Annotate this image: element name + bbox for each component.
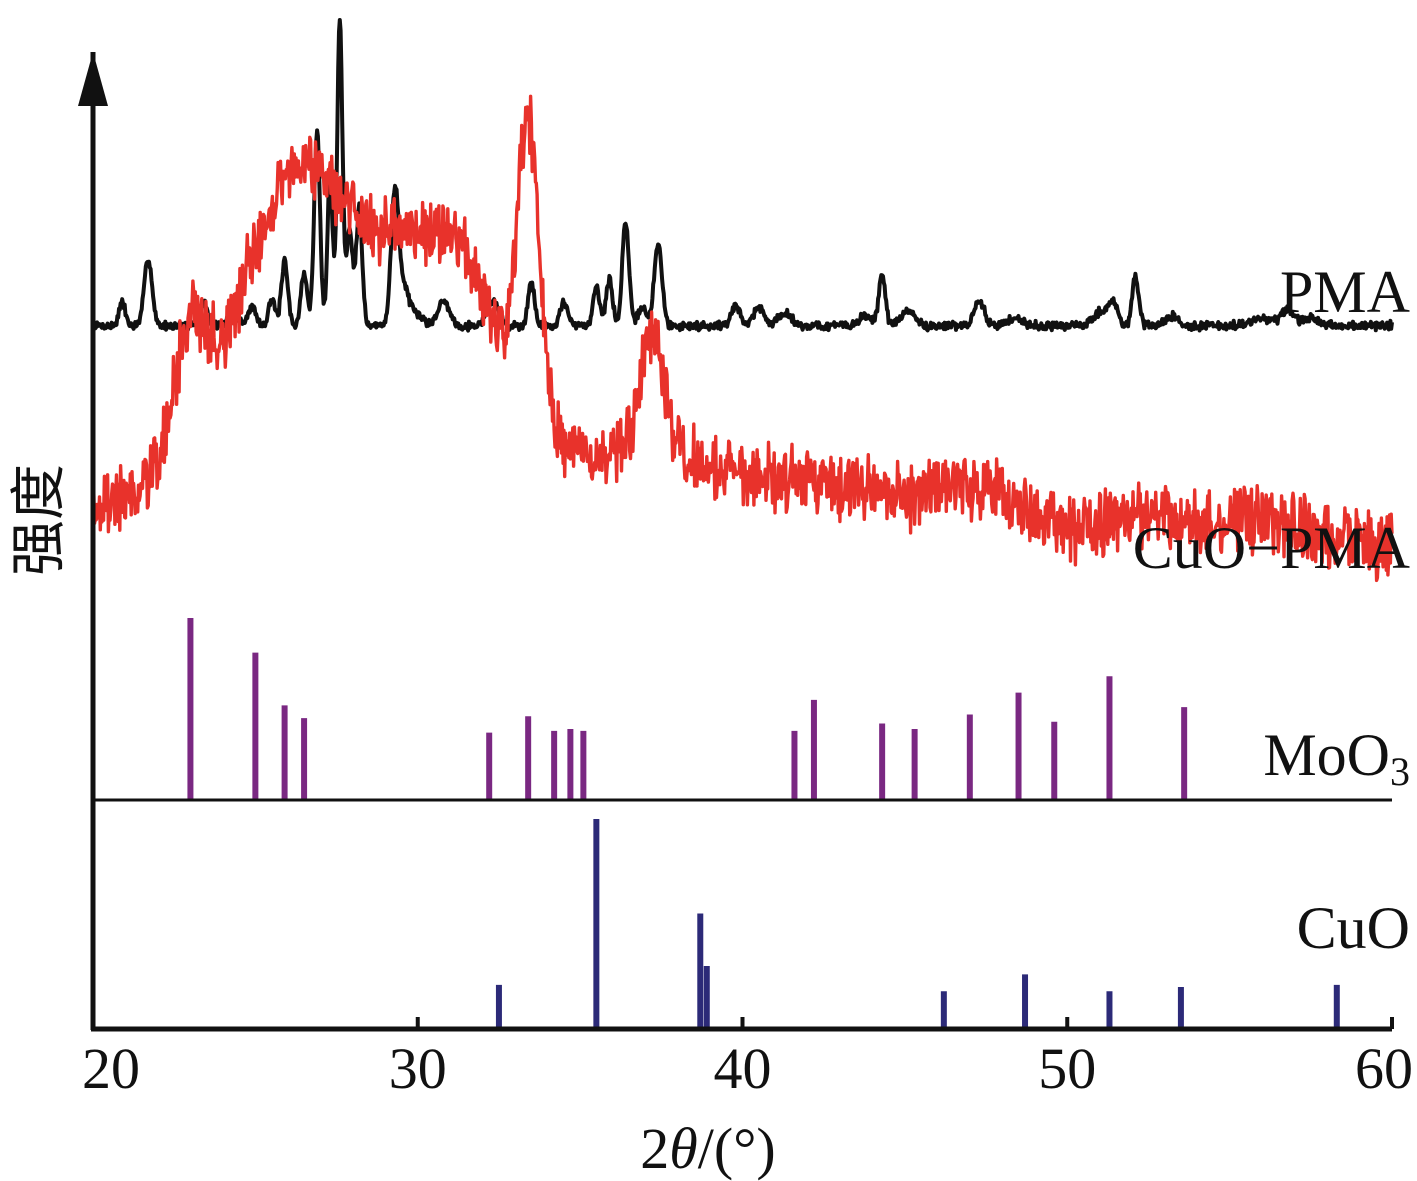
x-axis-label: 2θ/(°) — [640, 1116, 775, 1181]
y-axis-label: 强度 — [9, 464, 71, 576]
x-axis-ticks: 20 30 40 50 60 — [82, 1017, 1413, 1101]
x-tick-label-20: 20 — [82, 1036, 140, 1101]
series-label-moo3: MoO3 — [1263, 722, 1410, 794]
reference-sticks — [187, 618, 1340, 1029]
series-label-pma: PMA — [1280, 259, 1410, 325]
x-tick-label-60: 60 — [1355, 1036, 1413, 1101]
series-label-cuo-pma: CuO−PMA — [1133, 515, 1410, 581]
x-tick-label-50: 50 — [1038, 1036, 1096, 1101]
diffraction-traces — [91, 18, 1394, 583]
series-labels: PMA CuO−PMA MoO3 CuO — [1133, 259, 1410, 961]
series-line-pma — [91, 18, 1394, 333]
x-tick-label-30: 30 — [389, 1036, 447, 1101]
series-line-cuo-pma — [91, 94, 1394, 583]
series-label-cuo: CuO — [1297, 895, 1410, 961]
x-tick-label-40: 40 — [714, 1036, 772, 1101]
